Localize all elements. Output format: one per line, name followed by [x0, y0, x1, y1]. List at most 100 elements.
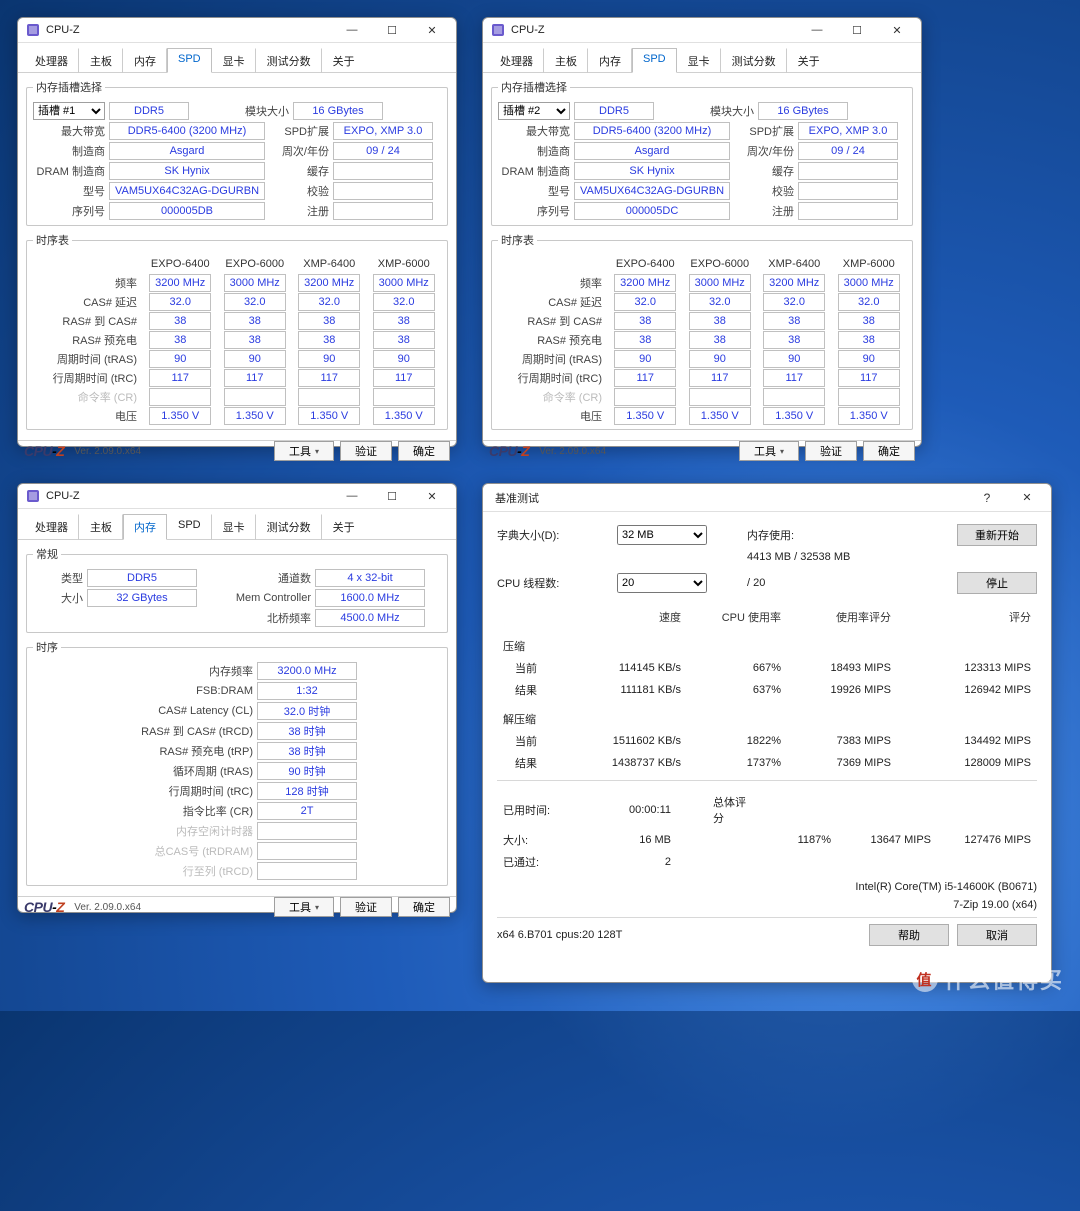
- tab-graphics[interactable]: 显卡: [212, 514, 256, 540]
- timing-cell: 32.0: [298, 293, 360, 311]
- minimize-button[interactable]: —: [332, 484, 372, 508]
- timing-group: 时序表 EXPO-6400EXPO-6000XMP-6400XMP-6000频率…: [491, 232, 913, 430]
- tab-memory[interactable]: 内存: [123, 514, 167, 540]
- titlebar[interactable]: CPU-Z — ☐ ✕: [483, 18, 921, 43]
- tools-button[interactable]: 工具: [274, 897, 334, 917]
- validate-button[interactable]: 验证: [340, 441, 392, 461]
- timing-cell: 90: [298, 350, 360, 368]
- timing-cell: 32.0: [614, 293, 676, 311]
- version-label: Ver. 2.09.0.x64: [74, 446, 141, 457]
- model-label: 型号: [33, 183, 105, 199]
- idle: [257, 822, 357, 840]
- timing-legend: 时序表: [33, 232, 72, 248]
- tab-bench[interactable]: 测试分数: [256, 514, 322, 540]
- tab-cpu[interactable]: 处理器: [489, 48, 544, 73]
- maximize-button[interactable]: ☐: [837, 18, 877, 42]
- cpuz-logo: CPU-Z: [24, 899, 64, 915]
- nb-freq: 4500.0 MHz: [315, 609, 425, 627]
- footer: CPU-Z Ver. 2.09.0.x64 工具 验证 确定: [483, 440, 921, 461]
- rank-label: 缓存: [269, 163, 329, 179]
- maximize-button[interactable]: ☐: [372, 18, 412, 42]
- tab-about[interactable]: 关于: [322, 48, 366, 73]
- dict-select[interactable]: 32 MB: [617, 525, 707, 545]
- footer: CPU-Z Ver. 2.09.0.x64 工具 验证 确定: [18, 440, 456, 461]
- timing-cell: 117: [763, 369, 825, 387]
- tab-cpu[interactable]: 处理器: [24, 514, 79, 540]
- mem-controller: 1600.0 MHz: [315, 589, 425, 607]
- validate-button[interactable]: 验证: [805, 441, 857, 461]
- tab-mainboard[interactable]: 主板: [79, 48, 123, 73]
- tab-bench[interactable]: 测试分数: [256, 48, 322, 73]
- restart-button[interactable]: 重新开始: [957, 524, 1037, 546]
- tab-about[interactable]: 关于: [787, 48, 831, 73]
- module-size: 16 GBytes: [293, 102, 383, 120]
- trcd: 38 时钟: [257, 722, 357, 740]
- tab-spd[interactable]: SPD: [632, 48, 677, 73]
- timing-cell: 32.0: [149, 293, 211, 311]
- timing-cell: 38: [224, 331, 286, 349]
- fsb-dram: 1:32: [257, 682, 357, 700]
- timing-cell: 38: [763, 331, 825, 349]
- cpuz-spd-window-1: CPU-Z — ☐ ✕ 处理器 主板 内存 SPD 显卡 测试分数 关于 内存插…: [17, 17, 457, 447]
- tab t.graphics[interactable]: 显卡: [212, 48, 256, 73]
- close-button[interactable]: ✕: [412, 484, 452, 508]
- window-title: 基准测试: [491, 490, 967, 506]
- compress-current-row: 当前 114145 KB/s 667% 18493 MIPS 123313 MI…: [497, 657, 1037, 679]
- max-bw-label: 最大带宽: [33, 123, 105, 139]
- tab-mainboard[interactable]: 主板: [79, 514, 123, 540]
- threads-total: / 20: [747, 577, 765, 589]
- threads-select[interactable]: 20: [617, 573, 707, 593]
- slot-select[interactable]: 插槽 #1: [33, 102, 105, 120]
- tab-memory[interactable]: 内存: [123, 48, 167, 73]
- dram-freq: 3200.0 MHz: [257, 662, 357, 680]
- mem-usage: 4413 MB / 32538 MB: [747, 551, 850, 563]
- timing-cell: 3200 MHz: [763, 274, 825, 292]
- cpuz-logo: CPU-Z: [24, 443, 64, 459]
- titlebar[interactable]: CPU-Z — ☐ ✕: [18, 18, 456, 43]
- timing-cell: 90: [373, 350, 435, 368]
- timing-cell: 38: [298, 312, 360, 330]
- close-button[interactable]: ✕: [1007, 486, 1047, 510]
- tab-cpu[interactable]: 处理器: [24, 48, 79, 73]
- week-year: 09 / 24: [333, 142, 433, 160]
- module-size: 16 GBytes: [758, 102, 848, 120]
- stop-button[interactable]: 停止: [957, 572, 1037, 594]
- titlebar[interactable]: 基准测试 ? ✕: [483, 484, 1051, 512]
- help-button[interactable]: 帮助: [869, 924, 949, 946]
- footer: CPU-Z Ver. 2.09.0.x64 工具 验证 确定: [18, 896, 456, 917]
- maximize-button[interactable]: ☐: [372, 484, 412, 508]
- tab-mainboard[interactable]: 主板: [544, 48, 588, 73]
- minimize-button[interactable]: —: [797, 18, 837, 42]
- validate-button[interactable]: 验证: [340, 897, 392, 917]
- timing-cell: 1.350 V: [838, 407, 900, 425]
- dict-label: 字典大小(D):: [497, 527, 607, 543]
- timing-cell: 38: [373, 312, 435, 330]
- threads-label: CPU 线程数:: [497, 575, 607, 591]
- tab-about[interactable]: 关于: [322, 514, 366, 540]
- ok-button[interactable]: 确定: [863, 441, 915, 461]
- minimize-button[interactable]: —: [332, 18, 372, 42]
- tools-button[interactable]: 工具: [274, 441, 334, 461]
- ok-button[interactable]: 确定: [398, 897, 450, 917]
- timing-cell: 117: [373, 369, 435, 387]
- tab-spd[interactable]: SPD: [167, 48, 212, 73]
- tab-bench[interactable]: 测试分数: [721, 48, 787, 73]
- tools-button[interactable]: 工具: [739, 441, 799, 461]
- tab-memory[interactable]: 内存: [588, 48, 632, 73]
- tab-spd[interactable]: SPD: [167, 514, 212, 540]
- slot-select[interactable]: 插槽 #2: [498, 102, 570, 120]
- ok-button[interactable]: 确定: [398, 441, 450, 461]
- cpuz-spd-window-2: CPU-Z — ☐ ✕ 处理器 主板 内存 SPD 显卡 测试分数 关于 内存插…: [482, 17, 922, 447]
- close-button[interactable]: ✕: [412, 18, 452, 42]
- help-button[interactable]: ?: [967, 486, 1007, 510]
- titlebar[interactable]: CPU-Z — ☐ ✕: [18, 484, 456, 509]
- mem-type: DDR5: [87, 569, 197, 587]
- app-icon: [491, 23, 505, 37]
- cancel-button[interactable]: 取消: [957, 924, 1037, 946]
- timing-cell: 38: [224, 312, 286, 330]
- mfr: Asgard: [109, 142, 265, 160]
- timing-cell: 38: [838, 331, 900, 349]
- close-button[interactable]: ✕: [877, 18, 917, 42]
- timing-cell: 32.0: [224, 293, 286, 311]
- tab-graphics[interactable]: 显卡: [677, 48, 721, 73]
